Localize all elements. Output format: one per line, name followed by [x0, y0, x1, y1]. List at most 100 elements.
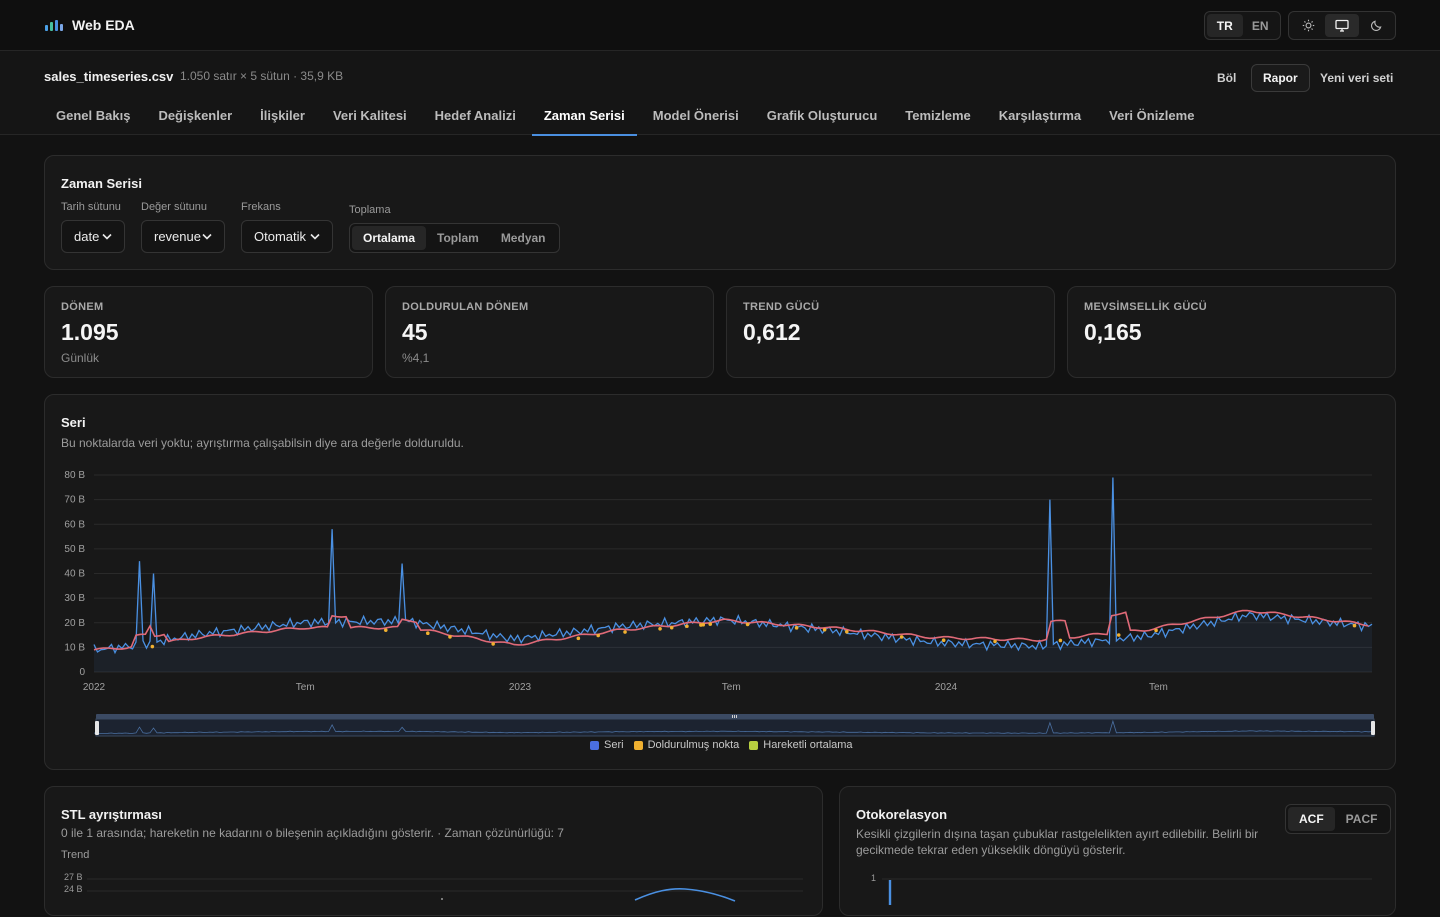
series-line — [93, 477, 1373, 655]
tab-relations[interactable]: İlişkiler — [260, 107, 305, 123]
monitor-icon[interactable] — [1325, 14, 1359, 37]
language-switch[interactable]: TR EN — [1204, 11, 1281, 40]
bar-chart-icon — [45, 19, 63, 31]
filled-point[interactable] — [576, 636, 581, 641]
filled-point[interactable] — [794, 626, 799, 630]
chevron-down-icon — [202, 233, 212, 240]
tab-data-preview[interactable]: Veri Önizleme — [1109, 107, 1195, 123]
x-tick-label: 2024 — [935, 682, 958, 693]
agg-mean[interactable]: Ortalama — [352, 226, 427, 250]
aggregation-segmented[interactable]: Ortalama Toplam Medyan — [349, 223, 560, 253]
lang-tr[interactable]: TR — [1207, 14, 1243, 37]
stat-card-seasonality-strength: MEVSİMSELLİK GÜCÜ 0,165 — [1067, 286, 1396, 378]
file-header: sales_timeseries.csv 1.050 satır × 5 süt… — [0, 51, 1440, 136]
filled-point[interactable] — [993, 639, 997, 644]
series-chart[interactable]: 0 10 B 20 B 30 B 40 B 50 B 60 B 70 B 80 B 2022 Tem… — [45, 395, 1397, 771]
stat-value: 1.095 — [61, 319, 119, 345]
y-tick-label: 50 B — [64, 544, 85, 555]
tab-comparison[interactable]: Karşılaştırma — [998, 107, 1082, 123]
moon-icon[interactable] — [1359, 14, 1393, 37]
sun-icon[interactable] — [1291, 14, 1325, 37]
filled-point[interactable] — [491, 642, 495, 646]
tab-overview[interactable]: Genel Bakış — [56, 107, 131, 123]
date-column-select[interactable]: date — [61, 220, 125, 253]
stl-title: STL ayrıştırması — [61, 807, 162, 822]
filled-point[interactable] — [701, 622, 706, 627]
stat-sub: Günlük — [61, 351, 100, 365]
stl-trend-chart[interactable] — [45, 787, 824, 917]
new-dataset-button[interactable]: Yeni veri seti — [1320, 71, 1394, 85]
aggregation-label: Toplama — [349, 204, 391, 216]
filled-point[interactable] — [669, 625, 674, 630]
stat-card-trend-strength: TREND GÜCÜ 0,612 — [726, 286, 1055, 378]
filled-point[interactable] — [941, 638, 946, 643]
legend-label: Hareketli ortalama — [763, 739, 853, 751]
lang-en[interactable]: EN — [1251, 18, 1269, 33]
tab-model-suggestion[interactable]: Model Önerisi — [652, 107, 739, 123]
split-button[interactable]: Böl — [1217, 71, 1237, 85]
chevron-down-icon — [102, 233, 112, 240]
timeseries-controls-card: Zaman Serisi Tarih sütunu date Değer süt… — [44, 155, 1396, 270]
filled-point[interactable] — [685, 624, 689, 629]
agg-sum[interactable]: Toplam — [437, 231, 479, 245]
theme-switch[interactable] — [1288, 11, 1396, 40]
filled-point[interactable] — [623, 630, 627, 634]
filled-point[interactable] — [844, 629, 849, 634]
filled-point[interactable] — [383, 628, 388, 632]
acf-chart[interactable] — [840, 787, 1397, 917]
legend-label: Seri — [604, 739, 624, 751]
value-column-value: revenue — [154, 229, 201, 244]
stat-value: 45 — [402, 319, 428, 345]
tab-time-series[interactable]: Zaman Serisi — [531, 95, 637, 136]
x-tick-label: 2023 — [509, 682, 532, 693]
legend-item-moving-average[interactable]: Hareketli ortalama — [749, 739, 853, 751]
chevron-down-icon — [310, 233, 320, 240]
report-button[interactable]: Rapor — [1251, 64, 1310, 92]
filled-point[interactable] — [745, 622, 750, 627]
stat-label: TREND GÜCÜ — [743, 301, 820, 313]
top-bar: Web EDA TR EN — [0, 0, 1440, 51]
brand[interactable]: Web EDA — [45, 17, 135, 33]
filled-point[interactable] — [1154, 628, 1158, 633]
pacf-option[interactable]: PACF — [1345, 812, 1378, 826]
filled-point[interactable] — [448, 635, 452, 639]
tab-target-analysis[interactable]: Hedef Analizi — [434, 107, 516, 123]
grip-icon[interactable] — [732, 715, 737, 718]
range-handle-right[interactable] — [1371, 721, 1375, 735]
filled-point[interactable] — [822, 628, 827, 632]
agg-median[interactable]: Medyan — [500, 231, 546, 245]
tab-cleaning[interactable]: Temizleme — [905, 107, 971, 123]
filled-point[interactable] — [708, 622, 713, 626]
filled-point[interactable] — [150, 644, 155, 649]
series-subtitle: Bu noktalarda veri yoktu; ayrıştırma çal… — [61, 436, 464, 450]
filled-point[interactable] — [1116, 633, 1121, 637]
legend-item-filled[interactable]: Doldurulmuş nokta — [633, 739, 739, 751]
filled-point[interactable] — [425, 631, 430, 636]
stl-y-tick: 27 B — [64, 872, 83, 882]
series-chart-card: Seri Bu noktalarda veri yoktu; ayrıştırm… — [44, 394, 1396, 770]
tab-variables[interactable]: Değişkenler — [158, 107, 233, 123]
stat-label: DOLDURULAN DÖNEM — [402, 301, 529, 313]
frequency-select[interactable]: Otomatik — [241, 220, 333, 253]
tab-data-quality[interactable]: Veri Kalitesi — [332, 107, 407, 123]
y-tick-label: 20 B — [64, 618, 85, 629]
legend-item-series[interactable]: Seri — [590, 739, 624, 751]
acf-pacf-toggle[interactable]: ACF PACF — [1285, 804, 1392, 834]
tab-chart-builder[interactable]: Grafik Oluşturucu — [766, 107, 878, 123]
x-tick-label: Tem — [722, 682, 741, 693]
value-column-label: Değer sütunu — [141, 201, 208, 213]
autocorrelation-card: Otokorelasyon Kesikli çizgilerin dışına … — [839, 786, 1396, 916]
filled-point[interactable] — [899, 635, 904, 639]
range-handle-left[interactable] — [95, 721, 99, 735]
filled-point[interactable] — [1352, 623, 1357, 628]
filled-point[interactable] — [1058, 638, 1063, 643]
file-meta: 1.050 satır × 5 sütun · 35,9 KB — [180, 69, 344, 83]
controls-title: Zaman Serisi — [61, 176, 142, 191]
filled-point[interactable] — [658, 626, 662, 631]
filled-point[interactable] — [596, 633, 600, 638]
stl-card: STL ayrıştırması 0 ile 1 arasında; harek… — [44, 786, 823, 916]
range-slider-window[interactable] — [95, 718, 1375, 737]
value-column-select[interactable]: revenue — [141, 220, 225, 253]
acf-option[interactable]: ACF — [1288, 807, 1335, 831]
y-tick-label: 30 B — [64, 593, 85, 604]
